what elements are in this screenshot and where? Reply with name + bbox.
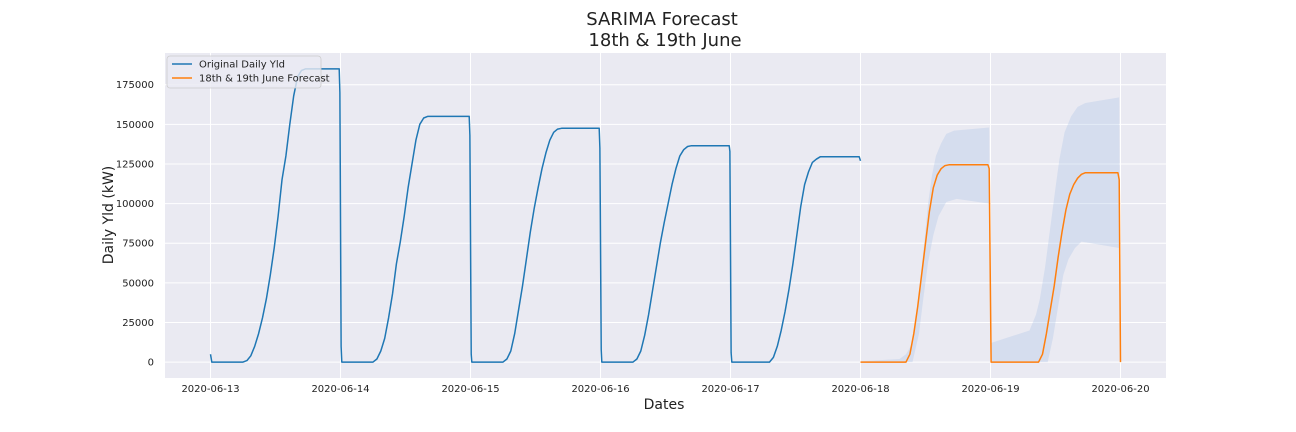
y-tick-label: 50000 — [122, 278, 154, 289]
y-axis-title: Daily Yld (kW) — [101, 166, 117, 265]
y-tick-labels: 0 25000 50000 75000 100000 125000 150000 175000 — [116, 80, 154, 368]
y-tick-label: 25000 — [122, 318, 154, 329]
x-tick-label: 2020-06-15 — [441, 384, 499, 395]
x-tick-label: 2020-06-20 — [1091, 384, 1149, 395]
series-line-forecast — [860, 164, 1122, 363]
x-axis-title: Dates — [644, 397, 685, 413]
chart-title-line-2: 18th & 19th June — [588, 30, 741, 51]
y-tick-label: 150000 — [116, 120, 154, 131]
legend-box — [166, 55, 322, 89]
grid — [165, 53, 1166, 378]
x-tick-label: 2020-06-14 — [311, 384, 369, 395]
y-tick-label: 125000 — [116, 159, 154, 170]
y-tick-label: 75000 — [122, 239, 154, 250]
x-tick-label: 2020-06-13 — [181, 384, 239, 395]
confidence-band — [860, 97, 1121, 363]
x-tick-label: 2020-06-17 — [701, 384, 759, 395]
x-tick-labels: 2020-06-13 2020-06-14 2020-06-15 2020-06-16… — [181, 384, 1149, 395]
y-tick-label: 175000 — [116, 80, 154, 91]
chart-title-line-1: SARIMA Forecast — [586, 9, 738, 30]
legend-label-forecast: 18th & 19th June Forecast — [199, 74, 330, 85]
x-tick-label: 2020-06-16 — [571, 384, 629, 395]
y-tick-label: 100000 — [116, 199, 154, 210]
x-tick-label: 2020-06-19 — [961, 384, 1019, 395]
legend: Original Daily Yld 18th & 19th June Fore… — [166, 55, 330, 89]
confidence-interval-area — [860, 97, 1121, 363]
legend-label-original: Original Daily Yld — [199, 60, 285, 71]
x-tick-label: 2020-06-18 — [831, 384, 889, 395]
y-tick-label: 0 — [148, 358, 154, 369]
